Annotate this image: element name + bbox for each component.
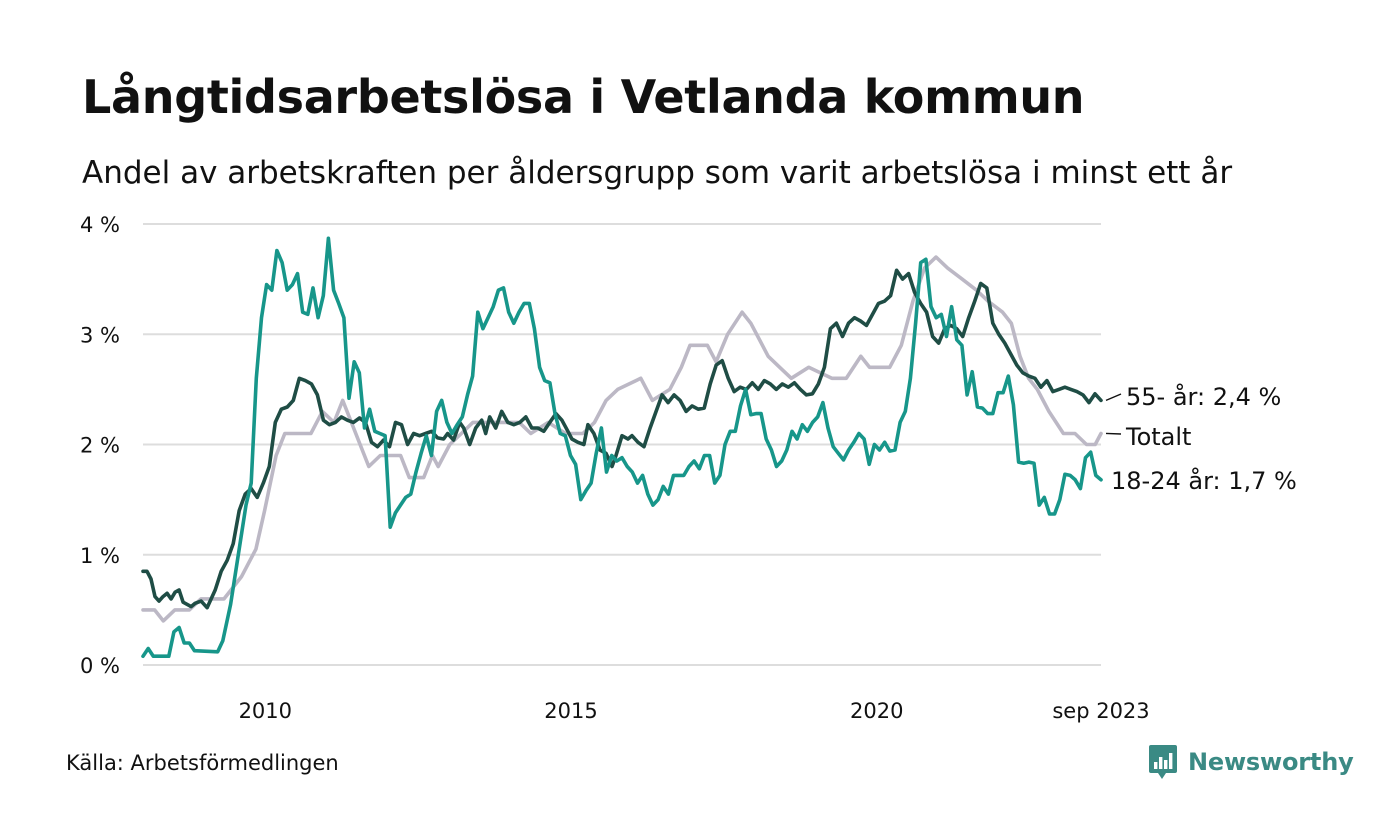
y-tick-label: 2 % [80,434,120,458]
newsworthy-icon [1149,745,1177,779]
x-tick-label: sep 2023 [1052,699,1149,723]
series-line-18-24-r [141,236,1103,658]
chart-subtitle: Andel av arbetskraften per åldersgrupp s… [82,155,1233,191]
leader-line-55-r [1105,393,1122,402]
source-note: Källa: Arbetsförmedlingen [66,751,339,775]
series-line-55-r [141,268,1103,610]
series-label-totalt: Totalt [1125,423,1191,451]
newsworthy-logo[interactable]: Newsworthy [1148,744,1354,780]
chart-title: Långtidsarbetslösa i Vetlanda kommun [82,70,1085,124]
y-tick-label: 1 % [80,544,120,568]
y-tick-label: 0 % [80,654,120,678]
brand-name: Newsworthy [1188,748,1354,776]
series-label-55-r: 55- år: 2,4 % [1126,382,1281,411]
series-label-18-24-r: 18-24 år: 1,7 % [1111,466,1297,495]
leader-line-totalt [1105,432,1122,435]
x-tick-label: 2015 [544,699,597,723]
x-tick-label: 2010 [239,699,292,723]
series-line-totalt [141,255,1103,623]
y-tick-label: 3 % [80,323,120,347]
y-tick-label: 4 % [80,213,120,237]
x-tick-label: 2020 [850,699,903,723]
